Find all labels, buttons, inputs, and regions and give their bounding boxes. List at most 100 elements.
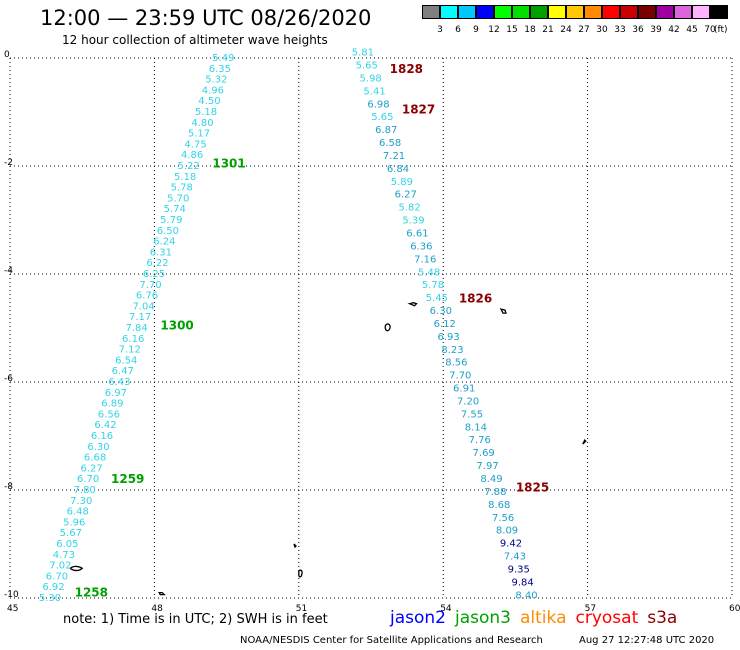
swh-value-left: 7.70 [139,280,161,291]
swh-value-left: 6.56 [98,409,120,420]
swh-value-right: 7.69 [473,448,495,459]
swh-value-right: 7.20 [457,396,479,407]
swh-value-right: 6.98 [367,99,389,110]
scale-label: 21 [542,25,554,35]
track-time-label: 1826 [459,291,492,305]
island-outline [69,565,84,572]
footer-credit: NOAA/NESDIS Center for Satellite Applica… [240,635,543,646]
scale-swatch [638,5,656,19]
x-tick-label: 45 [7,604,18,614]
island-outline [582,439,587,445]
x-tick-label: 54 [440,604,452,614]
island-outline [384,323,391,332]
scale-label: 36 [632,25,644,35]
satellite-s3a: s3a [647,608,678,628]
island-outline [158,591,166,596]
swh-value-right: 6.61 [406,229,428,240]
swh-value-right: 6.30 [430,306,452,317]
swh-value-right: 6.27 [395,190,417,201]
scale-swatch [584,5,602,19]
scale-swatch [548,5,566,19]
track-time-label: 1300 [160,318,193,332]
swh-value-right: 8.56 [445,358,467,369]
track-time-label: 1825 [516,480,549,494]
scale-swatch [620,5,638,19]
swh-value-right: 9.84 [512,577,534,588]
y-tick-label: -4 [4,266,13,276]
swh-value-right: 7.70 [449,371,471,382]
scale-label: 30 [596,25,608,35]
swh-value-left: 7.17 [129,312,151,323]
swh-value-right: 8.14 [465,422,487,433]
scale-label: 12 [488,25,500,35]
swh-value-right: 5.41 [363,86,385,97]
scale-swatch [530,5,548,19]
swh-value-left: 6.54 [115,355,137,366]
swh-value-left: 4.96 [202,85,224,96]
swh-value-left: 7.84 [126,323,148,334]
x-tick-label: 48 [151,604,163,614]
swh-value-right: 7.55 [461,409,483,420]
swh-value-left: 4.50 [198,96,220,107]
scale-label: 33 [614,25,626,35]
scale-label: 70 [704,25,716,35]
swh-value-left: 6.16 [122,334,144,345]
swh-value-right: 6.87 [375,125,397,136]
scale-swatch [710,5,728,19]
swh-value-left: 4.80 [191,118,213,129]
swh-value-right: 6.12 [434,319,456,330]
swh-value-left: 7.12 [119,345,141,356]
swh-value-right: 5.89 [391,177,413,188]
swh-value-right: 6.36 [410,241,432,252]
swh-value-left: 6.89 [101,399,123,410]
island-outline [293,543,297,549]
scale-label: 45 [686,25,698,35]
scale-swatch [602,5,620,19]
swh-value-left: 6.22 [146,258,168,269]
swh-value-right: 8.23 [441,345,463,356]
swh-value-left: 4.86 [181,150,203,161]
swh-value-left: 6.48 [67,507,89,518]
swh-value-right: 7.16 [414,254,436,265]
scale-label: 6 [455,25,461,35]
swh-value-left: 6.24 [153,237,175,248]
track-time-label: 1301 [212,156,245,170]
swh-value-right: 6.93 [437,332,459,343]
swh-value-right: 6.91 [453,384,475,395]
footer-timestamp: Aug 27 12:27:48 UTC 2020 [579,635,715,646]
scale-label: 27 [578,25,590,35]
y-tick-label: -10 [4,590,19,600]
swh-value-left: 5.74 [164,204,186,215]
swh-value-left: 6.27 [80,463,102,474]
page-title: 12:00 — 23:59 UTC 08/26/2020 [40,6,372,30]
swh-value-left: 6.43 [108,377,130,388]
swh-value-right: 5.48 [418,267,440,278]
swh-value-left: 6.16 [91,431,113,442]
swh-value-left: 7.04 [132,301,154,312]
scale-swatch [566,5,584,19]
scale-label: 42 [668,25,680,35]
swh-value-left: 4.73 [53,550,75,561]
swh-value-left: 6.97 [105,388,127,399]
swh-value-right: 6.58 [379,138,401,149]
swh-value-left: 6.31 [150,247,172,258]
swh-value-right: 5.39 [402,216,424,227]
swh-value-right: 5.78 [422,280,444,291]
swh-value-left: 5.18 [174,172,196,183]
swh-value-left: 5.18 [195,107,217,118]
swh-value-right: 5.65 [356,61,378,72]
swh-value-right: 8.09 [496,526,518,537]
swh-value-right: 6.84 [387,164,409,175]
scale-swatch [692,5,710,19]
swh-value-right: 5.98 [360,73,382,84]
swh-value-right: 7.56 [492,513,514,524]
scale-swatch [458,5,476,19]
swh-value-left: 7.02 [49,561,71,572]
swh-value-left: 5.17 [188,129,210,140]
scale-swatch [440,5,458,19]
satellite-jason3: jason3 [455,608,511,628]
swh-value-left: 7.30 [70,496,92,507]
y-tick-label: -8 [4,482,13,492]
swh-value-left: 5.30 [39,593,61,604]
scale-swatch [512,5,530,19]
